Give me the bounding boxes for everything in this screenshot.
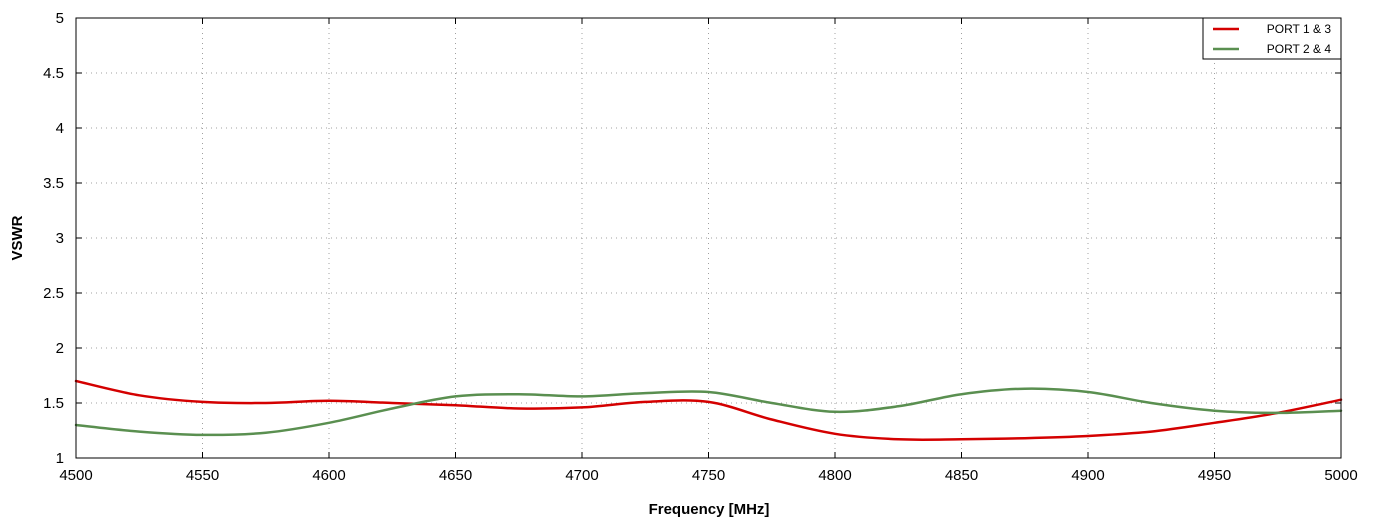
- x-tick-label: 4600: [312, 467, 345, 484]
- y-tick-label: 3: [56, 230, 64, 247]
- x-tick-label: 4650: [439, 467, 472, 484]
- y-tick-label: 3.5: [43, 175, 64, 192]
- y-axis-label: VSWR: [9, 215, 26, 260]
- x-tick-label: 4800: [818, 467, 851, 484]
- legend-label-1: PORT 1 & 3: [1267, 22, 1332, 36]
- y-tick-label: 2: [56, 340, 64, 357]
- series-lines: [74, 379, 1343, 442]
- x-tick-label: 4850: [945, 467, 978, 484]
- x-tick-label: 5000: [1324, 467, 1357, 484]
- x-tick-label: 4900: [1071, 467, 1104, 484]
- y-tick-label: 2.5: [43, 285, 64, 302]
- legend-box: [1202, 17, 1342, 60]
- x-tick-label: 4700: [565, 467, 598, 484]
- legend: PORT 1 & 3 PORT 2 & 4: [1202, 17, 1342, 60]
- axis-ticks: 4500 4550 4600 4650 4700 4750 4800 4850 4900 4950…: [43, 10, 1358, 484]
- y-tick-label: 4: [56, 120, 64, 137]
- y-tick-label: 1.5: [43, 395, 64, 412]
- legend-label-2: PORT 2 & 4: [1267, 42, 1332, 56]
- series-line-2: [74, 387, 1343, 437]
- x-tick-label: 4950: [1198, 467, 1231, 484]
- y-tick-label: 5: [56, 10, 64, 27]
- x-tick-label: 4500: [59, 467, 92, 484]
- y-tick-label: 4.5: [43, 65, 64, 82]
- x-axis-label: Frequency [MHz]: [649, 501, 770, 518]
- series-line-1: [74, 379, 1343, 442]
- x-tick-label: 4550: [186, 467, 219, 484]
- x-tick-label: 4750: [692, 467, 725, 484]
- y-tick-label: 1: [56, 450, 64, 467]
